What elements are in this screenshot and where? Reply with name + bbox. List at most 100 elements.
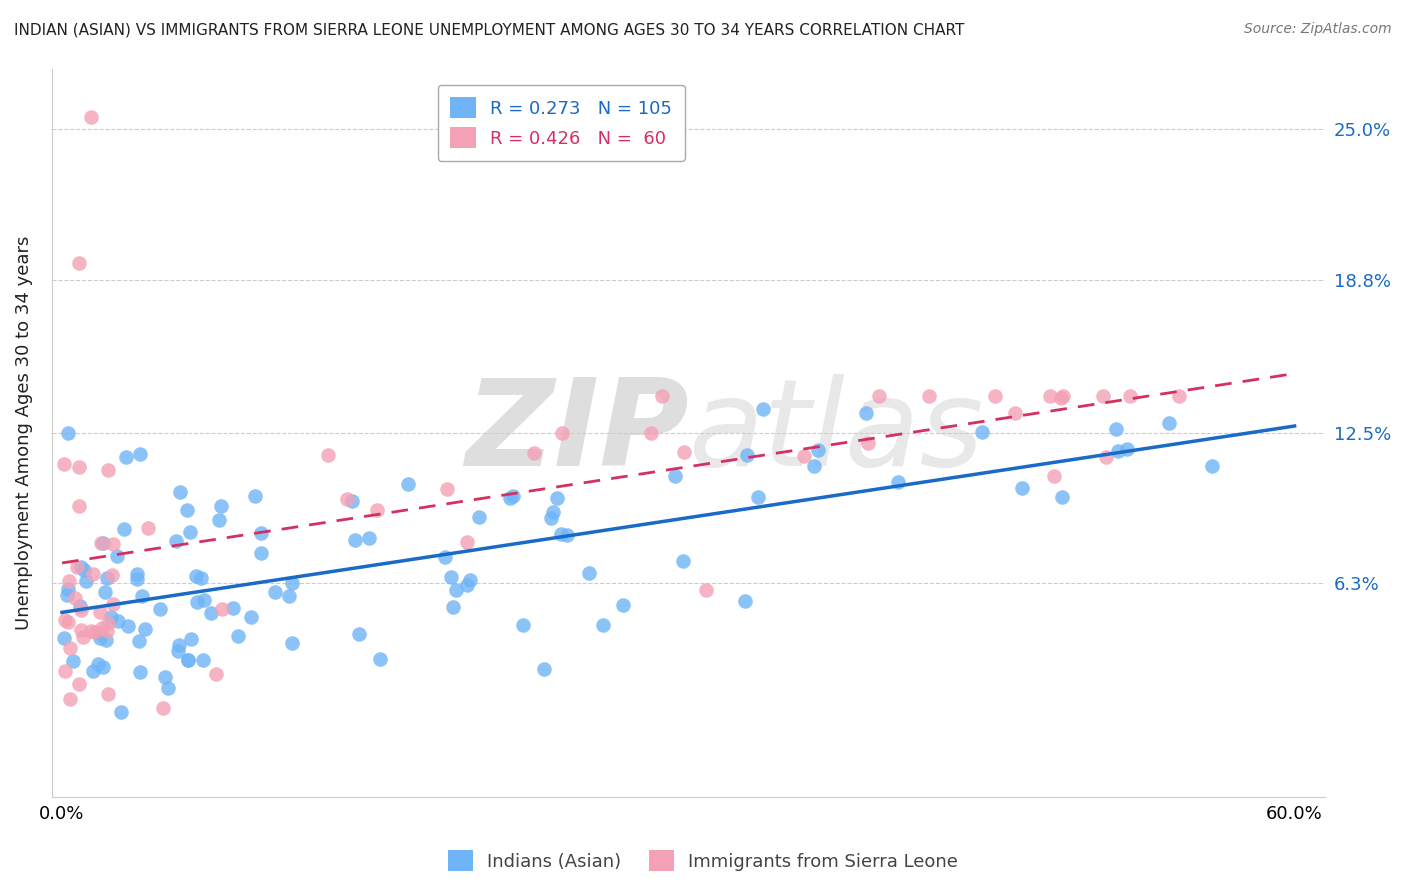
Point xyxy=(664,469,686,483)
Point xyxy=(1050,391,1073,405)
Point xyxy=(155,670,177,684)
Point xyxy=(436,482,458,496)
Point xyxy=(1011,481,1033,495)
Point xyxy=(125,573,148,587)
Point xyxy=(550,425,572,440)
Point xyxy=(96,571,118,585)
Point xyxy=(73,563,96,577)
Point xyxy=(1119,389,1142,403)
Point xyxy=(56,615,79,630)
Point xyxy=(52,457,75,471)
Point xyxy=(128,634,150,648)
Point xyxy=(53,631,76,645)
Point xyxy=(67,459,90,474)
Point xyxy=(167,644,190,658)
Text: Source: ZipAtlas.com: Source: ZipAtlas.com xyxy=(1244,22,1392,37)
Point xyxy=(112,522,135,536)
Point xyxy=(53,665,76,679)
Point xyxy=(149,602,172,616)
Point xyxy=(103,597,125,611)
Legend: R = 0.273   N = 105, R = 0.426   N =  60: R = 0.273 N = 105, R = 0.426 N = 60 xyxy=(437,85,685,161)
Point xyxy=(62,654,84,668)
Point xyxy=(167,638,190,652)
Point xyxy=(58,574,80,588)
Point xyxy=(69,599,91,613)
Point xyxy=(280,576,302,591)
Point xyxy=(1091,389,1114,403)
Point xyxy=(396,476,419,491)
Point xyxy=(672,554,695,568)
Point xyxy=(97,615,120,630)
Point xyxy=(84,625,107,640)
Point xyxy=(101,537,124,551)
Point xyxy=(440,570,463,584)
Point xyxy=(441,599,464,614)
Point xyxy=(191,653,214,667)
Point xyxy=(239,610,262,624)
Point xyxy=(972,425,994,440)
Point xyxy=(651,389,673,403)
Point xyxy=(209,500,232,514)
Point xyxy=(90,535,112,549)
Point xyxy=(555,528,578,542)
Point xyxy=(887,475,910,489)
Point xyxy=(58,425,80,440)
Point xyxy=(1039,389,1062,403)
Point xyxy=(523,445,546,459)
Point xyxy=(512,617,534,632)
Point xyxy=(79,110,101,124)
Point xyxy=(53,613,76,627)
Point xyxy=(131,589,153,603)
Point xyxy=(66,559,89,574)
Point xyxy=(105,549,128,564)
Point xyxy=(56,588,79,602)
Point xyxy=(53,12,76,27)
Text: ZIP: ZIP xyxy=(465,375,689,491)
Point xyxy=(546,491,568,505)
Point xyxy=(180,632,202,647)
Point xyxy=(94,585,117,599)
Text: atlas: atlas xyxy=(689,375,984,491)
Point xyxy=(868,389,890,403)
Point xyxy=(97,463,120,477)
Point xyxy=(918,389,941,403)
Point xyxy=(177,653,200,667)
Point xyxy=(578,566,600,580)
Point xyxy=(129,665,152,680)
Point xyxy=(550,527,572,541)
Point xyxy=(82,664,104,678)
Point xyxy=(82,567,104,582)
Point xyxy=(96,632,118,647)
Point xyxy=(734,594,756,608)
Point xyxy=(80,624,103,639)
Point xyxy=(110,705,132,719)
Point xyxy=(207,513,229,527)
Point xyxy=(63,591,86,605)
Point xyxy=(226,629,249,643)
Point xyxy=(186,595,208,609)
Point xyxy=(91,535,114,549)
Point xyxy=(592,617,614,632)
Point xyxy=(468,509,491,524)
Point xyxy=(129,447,152,461)
Point xyxy=(177,653,200,667)
Point xyxy=(752,401,775,416)
Point xyxy=(1043,468,1066,483)
Point xyxy=(541,505,564,519)
Point xyxy=(444,582,467,597)
Point xyxy=(533,662,555,676)
Point xyxy=(856,436,879,450)
Point xyxy=(855,407,877,421)
Point xyxy=(250,546,273,560)
Text: INDIAN (ASIAN) VS IMMIGRANTS FROM SIERRA LEONE UNEMPLOYMENT AMONG AGES 30 TO 34 : INDIAN (ASIAN) VS IMMIGRANTS FROM SIERRA… xyxy=(14,22,965,37)
Point xyxy=(184,568,207,582)
Point xyxy=(1052,389,1074,403)
Point xyxy=(190,571,212,585)
Point xyxy=(222,600,245,615)
Point xyxy=(89,625,111,640)
Point xyxy=(640,426,662,441)
Point xyxy=(91,621,114,635)
Point xyxy=(165,534,187,549)
Point xyxy=(1095,450,1118,464)
Point xyxy=(72,630,94,644)
